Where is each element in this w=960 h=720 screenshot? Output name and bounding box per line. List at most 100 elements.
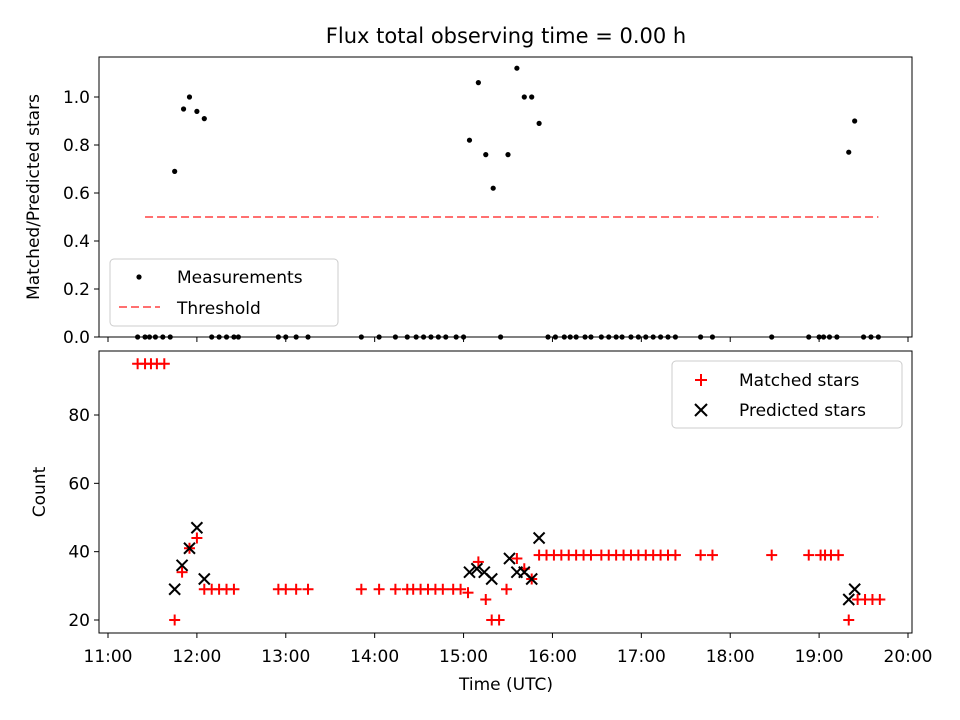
measurement-point — [490, 185, 496, 191]
matched-stars-point — [302, 583, 314, 595]
measurement-point — [635, 334, 641, 340]
measurement-point — [505, 152, 511, 158]
measurement-point — [860, 334, 867, 340]
measurement-point — [820, 334, 827, 340]
measurement-point — [697, 334, 704, 340]
predicted-stars-legend-label: Predicted stars — [739, 401, 866, 421]
measurement-point — [529, 94, 535, 100]
threshold-legend-label: Threshold — [176, 299, 261, 319]
predicted-stars-point — [190, 521, 204, 534]
predicted-stars-point — [175, 559, 189, 572]
measurement-point — [475, 80, 481, 86]
matched-stars-point — [501, 583, 513, 595]
predicted-stars-point — [848, 583, 861, 596]
x-tick-label: 17:00 — [617, 647, 666, 667]
predicted-stars-point — [198, 572, 211, 586]
matched-stars-point — [191, 532, 203, 544]
measurement-point — [573, 334, 579, 340]
predicted-stars-point — [525, 572, 538, 586]
measurement-point — [665, 334, 671, 340]
measurement-point — [588, 334, 594, 340]
measurement-point — [135, 334, 141, 340]
x-tick-label: 18:00 — [706, 647, 755, 667]
measurement-point — [834, 334, 840, 340]
bottom-legend: Matched stars Predicted stars — [671, 360, 903, 429]
matched-stars-point — [766, 549, 778, 561]
measurement-point — [167, 334, 173, 340]
matched-stars-point — [695, 549, 707, 561]
measurement-point — [172, 168, 178, 174]
top-axes-frame — [98, 56, 913, 338]
matched-stars-point — [843, 614, 855, 626]
bottom-y-tick-label: 60 — [68, 474, 90, 494]
measurement-point — [619, 334, 625, 340]
x-tick-label: 11:00 — [84, 647, 133, 667]
measurement-point — [392, 334, 399, 340]
top-y-tick-label: 1.0 — [63, 88, 90, 108]
measurement-point — [223, 334, 230, 340]
measurement-point — [567, 334, 573, 340]
predicted-stars-point — [183, 542, 196, 555]
matched-stars-point — [290, 583, 302, 595]
measurement-point — [142, 334, 148, 340]
x-tick-label: 19:00 — [795, 647, 844, 667]
matched-stars-point — [803, 549, 815, 561]
measurement-point — [561, 334, 567, 340]
measurement-point — [216, 334, 222, 340]
matched-stars-point — [462, 587, 474, 599]
chart-title: Flux total observing time = 0.00 h — [326, 24, 686, 48]
matched-stars-point — [373, 583, 385, 595]
measurement-point — [428, 334, 434, 340]
matched-stars-point — [389, 583, 401, 595]
measurement-point — [404, 334, 410, 340]
matched-stars-point — [480, 594, 492, 605]
top-legend-box — [109, 258, 339, 327]
measurement-point — [201, 116, 207, 122]
measurement-point — [435, 334, 441, 340]
top-x-ticks — [107, 337, 909, 342]
predicted-stars-point — [485, 572, 498, 586]
measurement-point — [769, 334, 775, 340]
matched-stars-point — [169, 614, 181, 626]
bottom-y-tick-label: 80 — [68, 406, 90, 426]
bottom-y-tick-label: 20 — [68, 611, 90, 631]
measurement-point — [606, 334, 612, 340]
measurements-legend-marker — [136, 274, 142, 280]
measurement-point — [846, 149, 852, 155]
x-tick-label: 15:00 — [439, 647, 488, 667]
matched-stars-point — [280, 583, 292, 595]
measurement-point — [483, 152, 489, 158]
matched-stars-point — [832, 549, 844, 561]
matched-stars-point — [706, 549, 718, 561]
measurement-point — [826, 334, 833, 340]
measurement-point — [806, 334, 812, 340]
matched-stars-point — [228, 583, 240, 595]
measurement-point — [628, 334, 634, 340]
predicted-stars-point — [470, 562, 484, 575]
bottom-legend-box — [671, 360, 903, 429]
x-tick-label: 14:00 — [350, 647, 399, 667]
matched-stars-point — [669, 549, 681, 561]
measurement-point — [376, 334, 382, 340]
matched-stars-point — [158, 358, 170, 370]
matched-stars-legend-marker — [695, 374, 707, 386]
predicted-stars-point — [842, 593, 855, 606]
measurement-point — [293, 334, 299, 340]
measurement-point — [598, 334, 604, 340]
matched-stars-point — [355, 583, 367, 595]
measurement-point — [209, 334, 215, 340]
measurement-point — [650, 334, 656, 340]
measurement-point — [497, 334, 504, 340]
matched-stars-legend-label: Matched stars — [739, 371, 859, 391]
top-y-axis-label: Matched/Predicted stars — [24, 94, 44, 300]
bottom-y-tick-label: 40 — [68, 543, 90, 563]
measurement-point — [709, 334, 716, 340]
measurement-point — [613, 334, 619, 340]
measurement-point — [275, 334, 281, 340]
top-y-tick-label: 0.0 — [63, 328, 90, 348]
measurement-point — [521, 94, 527, 100]
predicted-stars-point — [463, 565, 476, 579]
measurement-point — [875, 334, 881, 340]
top-legend: Measurements Threshold — [109, 258, 339, 327]
measurement-point — [358, 334, 364, 340]
